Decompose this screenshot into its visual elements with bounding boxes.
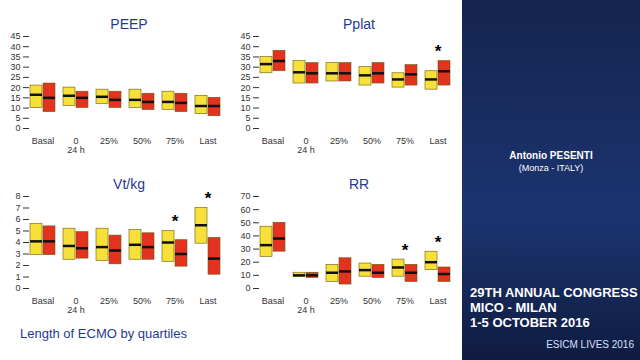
svg-text:15: 15 xyxy=(240,93,250,103)
svg-text:25%: 25% xyxy=(100,296,118,306)
svg-text:0: 0 xyxy=(15,283,20,293)
svg-text:024 h: 024 h xyxy=(297,136,315,155)
svg-text:Last: Last xyxy=(199,296,217,306)
svg-text:30: 30 xyxy=(240,244,250,254)
svg-text:Basal: Basal xyxy=(32,296,55,306)
html-text:RR: RR xyxy=(348,176,370,192)
svg-text:35: 35 xyxy=(240,52,250,62)
svg-text:75%: 75% xyxy=(166,136,184,146)
svg-text:Last: Last xyxy=(429,296,447,306)
svg-text:25: 25 xyxy=(240,72,250,82)
svg-text:75%: 75% xyxy=(396,296,414,306)
svg-text:4: 4 xyxy=(15,237,20,247)
svg-text:25%: 25% xyxy=(100,136,118,146)
svg-text:1: 1 xyxy=(15,272,20,282)
svg-text:20: 20 xyxy=(10,82,20,92)
svg-text:40: 40 xyxy=(240,231,250,241)
svg-text:Last: Last xyxy=(199,136,217,146)
svg-text:024 h: 024 h xyxy=(67,296,85,315)
svg-text:5: 5 xyxy=(245,113,250,123)
html-text:MICO - MILAN: MICO - MILAN xyxy=(470,300,557,315)
svg-text:7: 7 xyxy=(15,203,20,213)
svg-text:25: 25 xyxy=(10,72,20,82)
svg-text:25%: 25% xyxy=(330,136,348,146)
svg-text:35: 35 xyxy=(10,52,20,62)
html-text:ESICM LIVES 2016: ESICM LIVES 2016 xyxy=(546,339,634,350)
svg-text:3: 3 xyxy=(15,249,20,259)
html-text:Length of ECMO by quartiles: Length of ECMO by quartiles xyxy=(20,326,187,341)
svg-text:40: 40 xyxy=(240,42,250,52)
html-text:Antonio PESENTI: Antonio PESENTI xyxy=(509,150,593,161)
svg-text:75%: 75% xyxy=(166,296,184,306)
svg-text:Basal: Basal xyxy=(32,136,55,146)
svg-text:6: 6 xyxy=(15,214,20,224)
svg-text:30: 30 xyxy=(10,62,20,72)
svg-text:50%: 50% xyxy=(133,136,151,146)
svg-text:30: 30 xyxy=(240,62,250,72)
svg-text:*: * xyxy=(402,241,409,260)
svg-text:0: 0 xyxy=(15,123,20,133)
svg-text:20: 20 xyxy=(240,82,250,92)
html-text:PEEP: PEEP xyxy=(110,16,148,32)
svg-text:024 h: 024 h xyxy=(67,136,85,155)
svg-text:75%: 75% xyxy=(396,136,414,146)
svg-text:10: 10 xyxy=(240,270,250,280)
svg-text:8: 8 xyxy=(15,191,20,201)
svg-text:5: 5 xyxy=(15,113,20,123)
svg-text:*: * xyxy=(172,212,179,231)
svg-text:45: 45 xyxy=(240,31,250,41)
svg-text:50%: 50% xyxy=(363,136,381,146)
svg-text:50%: 50% xyxy=(133,296,151,306)
svg-text:60: 60 xyxy=(240,205,250,215)
svg-text:5: 5 xyxy=(15,226,20,236)
html-text:(Monza - ITALY): (Monza - ITALY) xyxy=(518,163,584,173)
html-text:1-5 OCTOBER 2016: 1-5 OCTOBER 2016 xyxy=(470,315,590,330)
svg-text:50: 50 xyxy=(240,218,250,228)
svg-text:0: 0 xyxy=(245,123,250,133)
svg-text:*: * xyxy=(435,233,442,252)
html-text:Vt/kg: Vt/kg xyxy=(113,176,145,192)
svg-text:15: 15 xyxy=(10,93,20,103)
svg-text:Basal: Basal xyxy=(262,136,285,146)
svg-text:50%: 50% xyxy=(363,296,381,306)
svg-text:20: 20 xyxy=(240,257,250,267)
svg-text:70: 70 xyxy=(240,191,250,201)
html-text:29TH ANNUAL CONGRESS: 29TH ANNUAL CONGRESS xyxy=(470,285,638,300)
svg-text:024 h: 024 h xyxy=(297,296,315,315)
html-text:Pplat: Pplat xyxy=(343,16,375,32)
svg-text:25%: 25% xyxy=(330,296,348,306)
svg-text:0: 0 xyxy=(245,283,250,293)
svg-text:Basal: Basal xyxy=(262,296,285,306)
svg-text:Last: Last xyxy=(429,136,447,146)
svg-text:45: 45 xyxy=(10,31,20,41)
svg-text:40: 40 xyxy=(10,42,20,52)
svg-text:*: * xyxy=(435,42,442,61)
svg-text:2: 2 xyxy=(15,260,20,270)
svg-text:10: 10 xyxy=(10,103,20,113)
svg-text:*: * xyxy=(205,189,212,208)
svg-text:10: 10 xyxy=(240,103,250,113)
